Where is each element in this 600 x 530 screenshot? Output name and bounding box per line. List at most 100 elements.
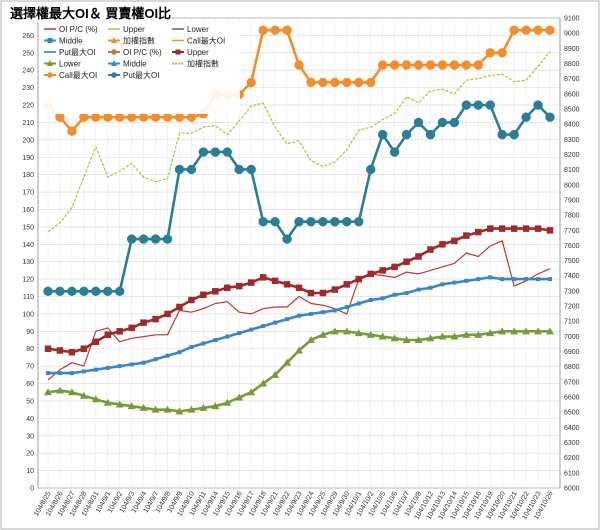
y-tick-label: 190 bbox=[22, 155, 34, 162]
y-tick-label: 250 bbox=[22, 50, 34, 57]
point-3-28 bbox=[379, 267, 386, 274]
y-tick-label: 30 bbox=[26, 433, 34, 440]
y2-tick-label: 7000 bbox=[564, 334, 580, 341]
point-1-21 bbox=[294, 60, 304, 70]
point-2-34 bbox=[449, 117, 460, 128]
legend-bg bbox=[40, 22, 240, 114]
y2-tick-label: 8100 bbox=[564, 167, 580, 174]
point-3-7 bbox=[128, 324, 135, 332]
point-2-9 bbox=[150, 234, 161, 244]
point-1-17 bbox=[246, 77, 256, 88]
legend-label-2: Lower bbox=[187, 25, 209, 34]
point-2-25 bbox=[342, 216, 352, 227]
point-4-42 bbox=[548, 277, 552, 282]
y2-tick-label: 7300 bbox=[564, 288, 580, 295]
y2-tick-label: 8900 bbox=[564, 46, 580, 53]
point-4-28 bbox=[380, 296, 385, 301]
legend-label-8: Upper bbox=[187, 48, 209, 57]
point-1-3 bbox=[79, 112, 89, 122]
point-5-7 bbox=[127, 402, 136, 410]
point-5-34 bbox=[450, 332, 459, 340]
point-3-5 bbox=[104, 331, 112, 339]
point-4-36 bbox=[476, 277, 481, 282]
point-5-19 bbox=[271, 370, 280, 378]
y2-tick-label: 6400 bbox=[564, 425, 580, 432]
point-5-3 bbox=[79, 391, 88, 399]
legend-label-12: Call最大OI bbox=[59, 70, 97, 80]
y2-tick-label: 8600 bbox=[564, 91, 580, 98]
point-3-32 bbox=[427, 246, 434, 253]
point-5-8 bbox=[139, 403, 148, 411]
point-2-2 bbox=[67, 286, 77, 296]
point-5-11 bbox=[175, 407, 184, 415]
y-tick-label: 130 bbox=[22, 259, 34, 266]
point-3-16 bbox=[235, 282, 243, 290]
y-tick-label: 120 bbox=[22, 277, 34, 284]
point-4-2 bbox=[69, 371, 74, 376]
point-5-36 bbox=[474, 330, 483, 338]
point-3-36 bbox=[475, 228, 482, 236]
series-line-6 bbox=[47, 51, 551, 233]
point-5-30 bbox=[402, 336, 411, 344]
point-3-40 bbox=[522, 225, 530, 232]
legend-label-7: OI P/C (%) bbox=[123, 48, 162, 57]
y2-tick-label: 8700 bbox=[564, 76, 580, 83]
y-tick-label: 170 bbox=[22, 190, 34, 197]
point-2-22 bbox=[306, 216, 316, 227]
point-4-34 bbox=[452, 280, 457, 285]
point-5-24 bbox=[330, 327, 339, 335]
y-tick-label: 110 bbox=[23, 294, 34, 301]
title-bg bbox=[6, 5, 156, 22]
point-3-34 bbox=[451, 237, 458, 245]
y2-tick-label: 6800 bbox=[564, 364, 580, 371]
legend-label-1: Upper bbox=[123, 25, 145, 34]
point-4-31 bbox=[416, 287, 421, 292]
y2-tick-label: 7600 bbox=[564, 243, 580, 250]
legend-label-0: OI P/C (%) bbox=[59, 25, 98, 34]
point-4-32 bbox=[428, 285, 433, 290]
point-5-4 bbox=[91, 395, 100, 403]
y-tick-label: 90 bbox=[26, 329, 34, 336]
y2-tick-label: 9000 bbox=[564, 31, 580, 38]
point-1-31 bbox=[413, 60, 424, 70]
legend-label-13: Put最大OI bbox=[123, 70, 159, 80]
y-tick-label: 50 bbox=[26, 398, 34, 405]
chart-title: 選擇權最大OI＆ 買賣權OI比 bbox=[10, 6, 171, 21]
point-5-28 bbox=[378, 332, 387, 340]
point-3-42 bbox=[546, 227, 554, 234]
y2-tick-label: 8300 bbox=[564, 137, 580, 144]
point-3-14 bbox=[212, 288, 219, 295]
point-4-23 bbox=[320, 310, 325, 315]
y2-tick-label: 6300 bbox=[564, 440, 580, 447]
point-4-18 bbox=[261, 324, 266, 329]
y-tick-label: 180 bbox=[22, 172, 34, 179]
y-tick-label: 240 bbox=[22, 68, 34, 75]
point-5-20 bbox=[283, 358, 292, 366]
point-3-4 bbox=[92, 338, 100, 346]
point-4-19 bbox=[273, 320, 278, 325]
y-tick-label: 230 bbox=[22, 85, 34, 92]
point-3-13 bbox=[200, 291, 207, 299]
y2-tick-label: 6200 bbox=[564, 455, 580, 462]
point-2-40 bbox=[521, 112, 531, 122]
point-4-9 bbox=[153, 357, 158, 362]
y-tick-label: 210 bbox=[22, 120, 34, 127]
point-1-7 bbox=[126, 112, 137, 122]
y2-tick-label: 9100 bbox=[564, 16, 580, 23]
point-4-38 bbox=[500, 277, 505, 282]
point-2-35 bbox=[461, 100, 472, 110]
point-3-33 bbox=[439, 241, 446, 248]
point-1-18 bbox=[258, 25, 268, 35]
point-3-25 bbox=[343, 281, 351, 288]
point-1-36 bbox=[473, 60, 483, 70]
y2-tick-label: 7700 bbox=[564, 228, 580, 235]
point-1-24 bbox=[330, 77, 340, 88]
point-5-5 bbox=[103, 398, 112, 406]
y-tick-label: 260 bbox=[22, 33, 34, 40]
point-4-30 bbox=[404, 291, 409, 296]
point-2-28 bbox=[377, 129, 388, 140]
point-3-17 bbox=[247, 279, 255, 286]
point-4-35 bbox=[464, 278, 469, 283]
point-3-2 bbox=[68, 348, 76, 356]
